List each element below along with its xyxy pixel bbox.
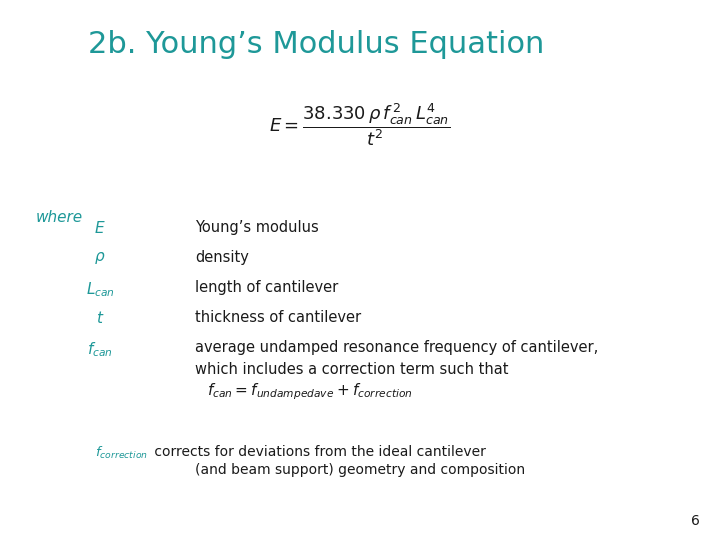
- Text: $f_{can} = f_{undampedave} + f_{correction}$: $f_{can} = f_{undampedave} + f_{correcti…: [207, 382, 413, 402]
- Text: (and beam support) geometry and composition: (and beam support) geometry and composit…: [195, 463, 525, 477]
- Text: Young’s modulus: Young’s modulus: [195, 220, 319, 235]
- Text: corrects for deviations from the ideal cantilever: corrects for deviations from the ideal c…: [150, 445, 486, 459]
- Text: $L_{can}$: $L_{can}$: [86, 280, 114, 299]
- Text: average undamped resonance frequency of cantilever,: average undamped resonance frequency of …: [195, 340, 598, 355]
- Text: density: density: [195, 250, 249, 265]
- Text: 2b. Young’s Modulus Equation: 2b. Young’s Modulus Equation: [88, 30, 544, 59]
- Text: 6: 6: [691, 514, 700, 528]
- Text: $\rho$: $\rho$: [94, 250, 106, 266]
- Text: where: where: [36, 210, 83, 225]
- Text: $f_{can}$: $f_{can}$: [87, 340, 113, 359]
- Text: $f_{correction}$: $f_{correction}$: [95, 445, 148, 461]
- Text: which includes a correction term such that: which includes a correction term such th…: [195, 362, 508, 377]
- Text: thickness of cantilever: thickness of cantilever: [195, 310, 361, 325]
- Text: $E$: $E$: [94, 220, 106, 236]
- Text: $t$: $t$: [96, 310, 104, 326]
- Text: $E = \dfrac{38.330\,\rho\, f_{can}^{\,2}\, L_{can}^{4}}{t^{2}}$: $E = \dfrac{38.330\,\rho\, f_{can}^{\,2}…: [269, 102, 451, 148]
- Text: length of cantilever: length of cantilever: [195, 280, 338, 295]
